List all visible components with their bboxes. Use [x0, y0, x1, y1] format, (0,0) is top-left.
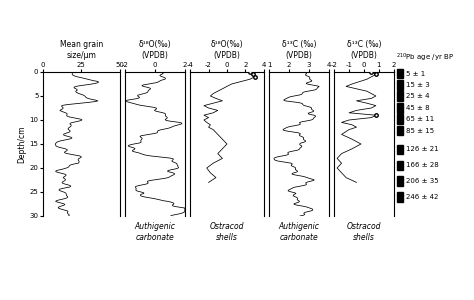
Title: δ¹⁸O(‰)
(VPDB): δ¹⁸O(‰) (VPDB) [210, 40, 243, 60]
Text: Ostracod
shells: Ostracod shells [346, 222, 381, 242]
Title: δ¹³C (‰)
(VPDB): δ¹³C (‰) (VPDB) [282, 40, 316, 60]
Text: 126 ± 21: 126 ± 21 [406, 146, 438, 152]
Text: 166 ± 28: 166 ± 28 [406, 162, 438, 168]
Text: 5 ± 1: 5 ± 1 [406, 70, 425, 76]
Text: 65 ± 11: 65 ± 11 [406, 116, 434, 122]
Text: Ostracod
shells: Ostracod shells [210, 222, 244, 242]
Title: δ¹⁸O(‰)
(VPDB): δ¹⁸O(‰) (VPDB) [139, 40, 171, 60]
Text: 45 ± 8: 45 ± 8 [406, 105, 429, 111]
Text: 25 ± 4: 25 ± 4 [406, 93, 429, 99]
Text: 206 ± 35: 206 ± 35 [406, 178, 438, 184]
Text: 15 ± 3: 15 ± 3 [406, 82, 429, 88]
Y-axis label: Depth/cm: Depth/cm [18, 125, 27, 163]
Title: Mean grain
size/μm: Mean grain size/μm [60, 40, 103, 60]
Text: $^{210}$Pb age /yr BP: $^{210}$Pb age /yr BP [396, 52, 454, 64]
Text: Authigenic
carbonate: Authigenic carbonate [135, 222, 175, 242]
Text: Authigenic
carbonate: Authigenic carbonate [278, 222, 319, 242]
Title: δ¹³C (‰)
(VPDB): δ¹³C (‰) (VPDB) [346, 40, 381, 60]
Text: 85 ± 15: 85 ± 15 [406, 128, 434, 134]
Text: 246 ± 42: 246 ± 42 [406, 194, 438, 200]
